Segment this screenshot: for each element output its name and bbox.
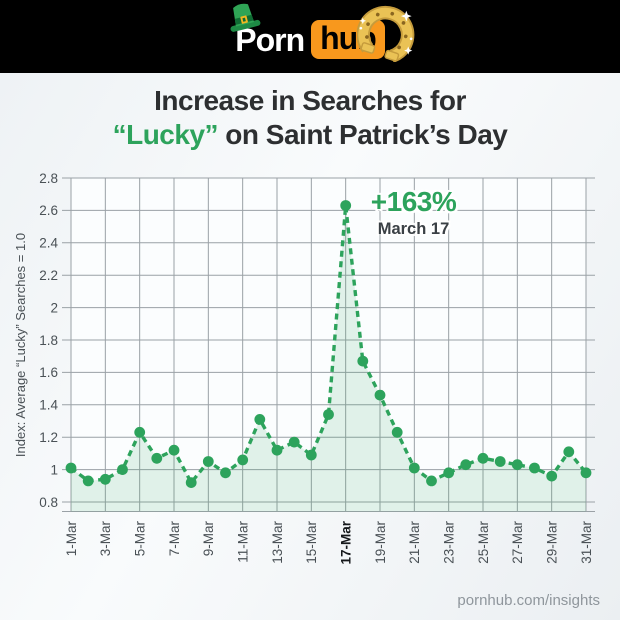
peak-annotation: +163% March 17 <box>341 188 486 239</box>
svg-text:1.2: 1.2 <box>39 430 58 445</box>
svg-text:0.8: 0.8 <box>39 495 58 510</box>
svg-text:2.2: 2.2 <box>39 268 58 283</box>
y-axis-tick-labels: 2.8 2.6 2.4 2.2 2 1.8 1.6 1.4 1.2 1 0.8 <box>39 171 58 510</box>
title-highlight-lucky: “Lucky” <box>112 119 219 150</box>
svg-text:9-Mar: 9-Mar <box>201 521 216 557</box>
svg-text:17-Mar: 17-Mar <box>339 520 354 564</box>
series-area <box>71 205 586 512</box>
svg-text:2.4: 2.4 <box>39 236 58 251</box>
svg-text:19-Mar: 19-Mar <box>373 521 388 564</box>
svg-text:1: 1 <box>50 462 58 477</box>
pornhub-logo: Porn hub <box>230 3 415 62</box>
svg-text:7-Mar: 7-Mar <box>167 521 182 557</box>
svg-text:5-Mar: 5-Mar <box>133 521 148 557</box>
logo-text-porn: Porn <box>235 21 305 58</box>
svg-text:1.4: 1.4 <box>39 398 58 413</box>
svg-text:15-Mar: 15-Mar <box>304 521 319 564</box>
leprechaun-hat-icon <box>230 3 261 32</box>
svg-text:3-Mar: 3-Mar <box>98 521 113 557</box>
title-line-2: “Lucky” on Saint Patrick’s Day <box>0 118 620 152</box>
chart-title: Increase in Searches for “Lucky” on Sain… <box>0 84 620 152</box>
y-axis-title: Index: Average “Lucky” Searches = 1.0 <box>13 233 28 457</box>
svg-text:2.8: 2.8 <box>39 171 58 186</box>
svg-text:1.6: 1.6 <box>39 365 58 380</box>
title-line-1: Increase in Searches for <box>154 85 466 116</box>
svg-text:23-Mar: 23-Mar <box>442 521 457 564</box>
data-points <box>65 200 592 488</box>
sparkle-icons <box>359 10 413 55</box>
svg-text:21-Mar: 21-Mar <box>407 521 422 564</box>
svg-text:31-Mar: 31-Mar <box>579 521 594 564</box>
x-axis-tick-labels: 1-Mar 3-Mar 5-Mar 7-Mar 9-Mar 11-Mar 13-Mar 15-… <box>64 520 594 564</box>
svg-text:29-Mar: 29-Mar <box>545 521 560 564</box>
peak-percent-label: +163% <box>370 186 457 217</box>
peak-date-label: March 17 <box>377 220 450 238</box>
svg-text:1.8: 1.8 <box>39 333 58 348</box>
svg-text:1-Mar: 1-Mar <box>64 521 79 557</box>
horseshoe-icon <box>356 5 415 62</box>
footer-url: pornhub.com/insights <box>457 592 600 609</box>
svg-text:13-Mar: 13-Mar <box>270 521 285 564</box>
svg-text:2.6: 2.6 <box>39 203 58 218</box>
svg-text:27-Mar: 27-Mar <box>510 521 525 564</box>
svg-text:25-Mar: 25-Mar <box>476 521 491 564</box>
svg-text:11-Mar: 11-Mar <box>236 521 251 563</box>
svg-text:2: 2 <box>50 300 58 315</box>
title-line-2-rest: on Saint Patrick’s Day <box>218 119 508 150</box>
header-bar: Porn hub <box>0 0 620 73</box>
